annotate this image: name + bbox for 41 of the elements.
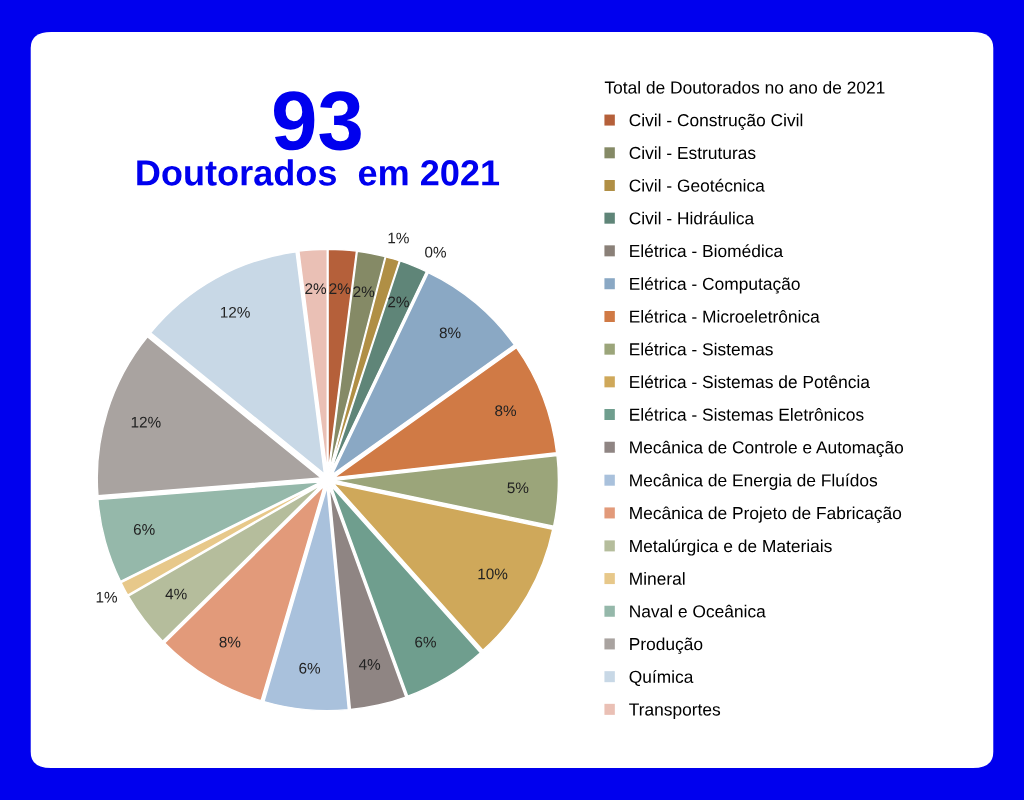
data-label: 2% <box>388 296 409 308</box>
legend-label: Metalúrgica e de Materiais <box>630 539 832 556</box>
data-label: 2% <box>353 286 375 298</box>
legend-label: Civil - Estruturas <box>629 146 756 160</box>
data-label: 6% <box>133 524 155 535</box>
legend-label: Elétrica - Computação <box>630 277 800 294</box>
data-label: 1% <box>96 591 118 603</box>
legend-label: Civil - Geotécnica <box>629 178 765 192</box>
text: Doutorados em 2021 <box>137 159 500 186</box>
data-label: 1% <box>388 232 409 244</box>
data-label: 12% <box>220 306 250 318</box>
chart-title: 93 <box>273 91 361 151</box>
data-label: 4% <box>165 588 187 600</box>
data-label: 2% <box>305 283 327 295</box>
legend-label: Mecânica de Controle e Automação <box>630 440 904 458</box>
legend-label: Química <box>629 670 694 687</box>
legend-label: Produção <box>630 637 703 654</box>
data-label: 8% <box>439 327 461 339</box>
text: 0% <box>425 246 446 258</box>
legend-title: Total de Doutorados no ano de 2021 <box>604 80 885 94</box>
legend-label: Elétrica - Sistemas de Potência <box>630 375 870 389</box>
legend-label: Elétrica - Sistemas Eletrônicos <box>630 407 864 421</box>
legend-label: Mecânica de Projeto de Fabricação <box>630 506 902 523</box>
legend-label: Elétrica - Microeletrônica <box>630 309 820 323</box>
data-label: 8% <box>495 405 517 417</box>
data-label: 2% <box>329 283 351 295</box>
data-label: 4% <box>358 659 381 670</box>
data-label: 6% <box>299 662 321 674</box>
legend-label: Transportes <box>629 703 721 720</box>
legend-label: Civil - Construção Civil <box>629 113 803 130</box>
data-label: 8% <box>219 636 241 648</box>
legend-label: Elétrica - Biomédica <box>630 244 784 258</box>
data-label: 5% <box>507 482 529 494</box>
legend-label: Mecânica de Energia de Fluídos <box>630 473 878 490</box>
legend-label: Naval e Oceânica <box>630 604 766 618</box>
data-label: 12% <box>131 416 161 428</box>
legend-label: Elétrica - Sistemas <box>630 342 773 356</box>
data-label: 10% <box>478 568 508 580</box>
legend-label: Civil - Hidráulica <box>629 211 755 225</box>
legend-label: Mineral <box>630 572 685 585</box>
data-label: 6% <box>415 636 436 648</box>
